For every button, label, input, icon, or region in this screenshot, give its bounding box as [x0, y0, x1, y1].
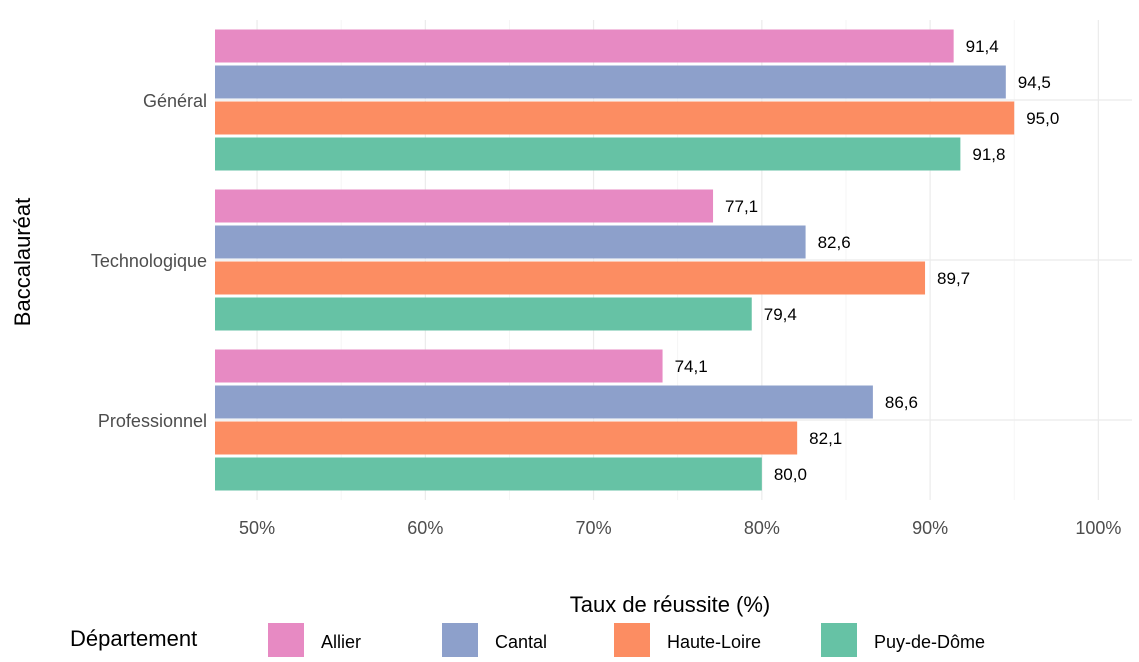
data-label: 94,5: [1018, 73, 1051, 92]
data-label: 91,8: [972, 145, 1005, 164]
legend-key: [821, 623, 857, 659]
x-tick-label: 90%: [912, 518, 948, 538]
legend-label: Haute-Loire: [667, 632, 761, 652]
bar: [215, 137, 961, 171]
bar: [215, 189, 714, 223]
bar: [215, 421, 798, 455]
axes: Général Technologique Professionnel 50% 60% 7…: [91, 91, 1121, 538]
data-label: 91,4: [966, 37, 999, 56]
x-tick-label: 70%: [576, 518, 612, 538]
data-label: 95,0: [1026, 109, 1059, 128]
data-label: 82,1: [809, 429, 842, 448]
legend-key: [614, 623, 650, 659]
legend-key: [268, 623, 304, 659]
bar: [215, 101, 1015, 135]
x-tick-label: 80%: [744, 518, 780, 538]
data-label: 79,4: [764, 305, 797, 324]
bar: [215, 65, 1006, 99]
x-axis-title: Taux de réussite (%): [570, 592, 771, 617]
bar: [215, 457, 762, 491]
y-tick-label: Général: [143, 91, 207, 111]
x-tick-label: 60%: [407, 518, 443, 538]
y-tick-label: Technologique: [91, 251, 207, 271]
bar: [215, 225, 806, 259]
bar: [215, 297, 752, 331]
data-label: 74,1: [675, 357, 708, 376]
x-tick-label: 50%: [239, 518, 275, 538]
bar: [215, 349, 663, 383]
legend-label: Puy-de-Dôme: [874, 632, 985, 652]
data-label: 82,6: [818, 233, 851, 252]
grid: [215, 20, 1132, 500]
y-axis-title: Baccalauréat: [10, 198, 35, 326]
data-label: 80,0: [774, 465, 807, 484]
legend-label: Allier: [321, 632, 361, 652]
data-label: 89,7: [937, 269, 970, 288]
y-tick-label: Professionnel: [98, 411, 207, 431]
legend-key: [442, 623, 478, 659]
bar: [215, 29, 954, 63]
data-label: 86,6: [885, 393, 918, 412]
data-label: 77,1: [725, 197, 758, 216]
legend-label: Cantal: [495, 632, 547, 652]
bar: [215, 385, 873, 419]
bar: [215, 261, 926, 295]
x-tick-label: 100%: [1075, 518, 1121, 538]
bars: [215, 29, 1015, 491]
data-labels: 91,4 94,5 95,0 91,8 77,1 82,6 89,7 79,4 74,1 86,6…: [675, 37, 1060, 484]
legend: Département Allier Cantal Haute-Loire Puy-d…: [70, 623, 985, 659]
legend-title: Département: [70, 626, 197, 651]
